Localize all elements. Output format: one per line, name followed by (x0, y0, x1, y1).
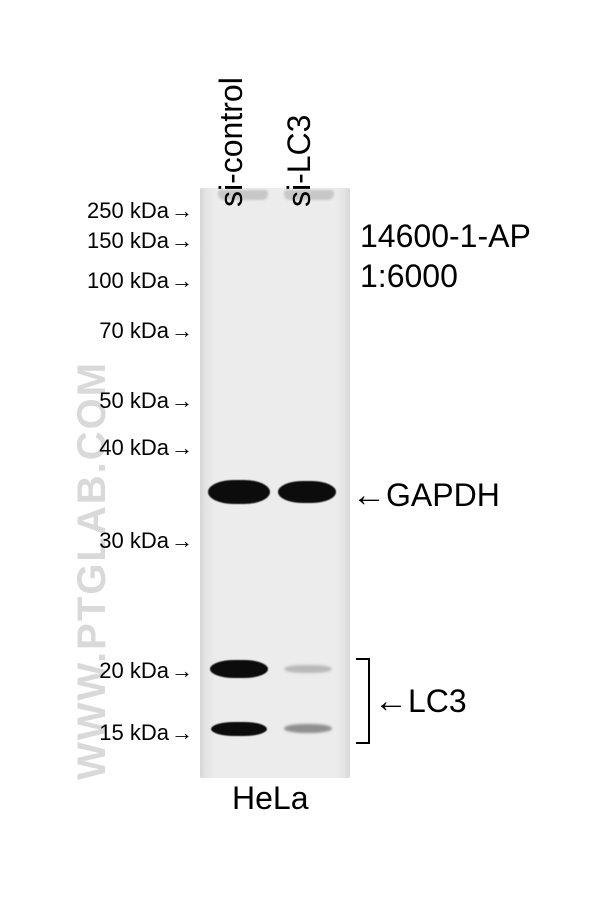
band-lc3i-lane0 (210, 660, 268, 678)
lane-label-si-control: si-control (213, 77, 250, 207)
arrow-right-icon: → (171, 268, 193, 293)
mw-100: 100 kDa→ (87, 268, 193, 294)
arrow-right-icon: → (171, 198, 193, 223)
band-annotation-gapdh: ←GAPDH (352, 476, 500, 515)
mw-30: 30 kDa→ (99, 528, 193, 554)
mw-150: 150 kDa→ (87, 228, 193, 254)
mw-20: 20 kDa→ (99, 658, 193, 684)
mw-label: 100 kDa (87, 268, 169, 293)
arrow-right-icon: → (171, 528, 193, 553)
mw-40: 40 kDa→ (99, 435, 193, 461)
annotation-label: GAPDH (386, 477, 500, 513)
arrow-left-icon: ← (374, 682, 408, 720)
mw-label: 40 kDa (99, 435, 169, 460)
mw-50: 50 kDa→ (99, 388, 193, 414)
band-lc3ii-lane1 (284, 724, 332, 733)
antibody-id: 14600-1-AP (360, 218, 531, 255)
dilution-label: 1:6000 (360, 258, 458, 295)
mw-15: 15 kDa→ (99, 720, 193, 746)
mw-label: 30 kDa (99, 528, 169, 553)
arrow-right-icon: → (171, 658, 193, 683)
annotation-label: LC3 (408, 683, 467, 719)
arrow-right-icon: → (171, 318, 193, 343)
band-lc3ii-lane0 (211, 722, 267, 736)
band-annotation-lc3: ←LC3 (374, 682, 467, 721)
sample-label: HeLa (232, 780, 309, 817)
band-lc3i-lane1 (284, 665, 332, 673)
band-gapdh-lane1 (278, 481, 336, 503)
lc3-bracket (356, 658, 370, 744)
arrow-right-icon: → (171, 228, 193, 253)
mw-250: 250 kDa→ (87, 198, 193, 224)
lane-label-si-lc3: si-LC3 (281, 115, 318, 207)
mw-label: 20 kDa (99, 658, 169, 683)
watermark-text: WWW.PTGLAB.COM (70, 361, 115, 780)
arrow-left-icon: ← (352, 476, 386, 514)
arrow-right-icon: → (171, 435, 193, 460)
figure-container: WWW.PTGLAB.COM si-control si-LC3 250 kDa… (0, 0, 611, 903)
band-gapdh-lane0 (208, 480, 270, 504)
mw-label: 50 kDa (99, 388, 169, 413)
mw-label: 15 kDa (99, 720, 169, 745)
arrow-right-icon: → (171, 388, 193, 413)
mw-label: 70 kDa (99, 318, 169, 343)
mw-70: 70 kDa→ (99, 318, 193, 344)
arrow-right-icon: → (171, 720, 193, 745)
mw-label: 250 kDa (87, 198, 169, 223)
mw-label: 150 kDa (87, 228, 169, 253)
